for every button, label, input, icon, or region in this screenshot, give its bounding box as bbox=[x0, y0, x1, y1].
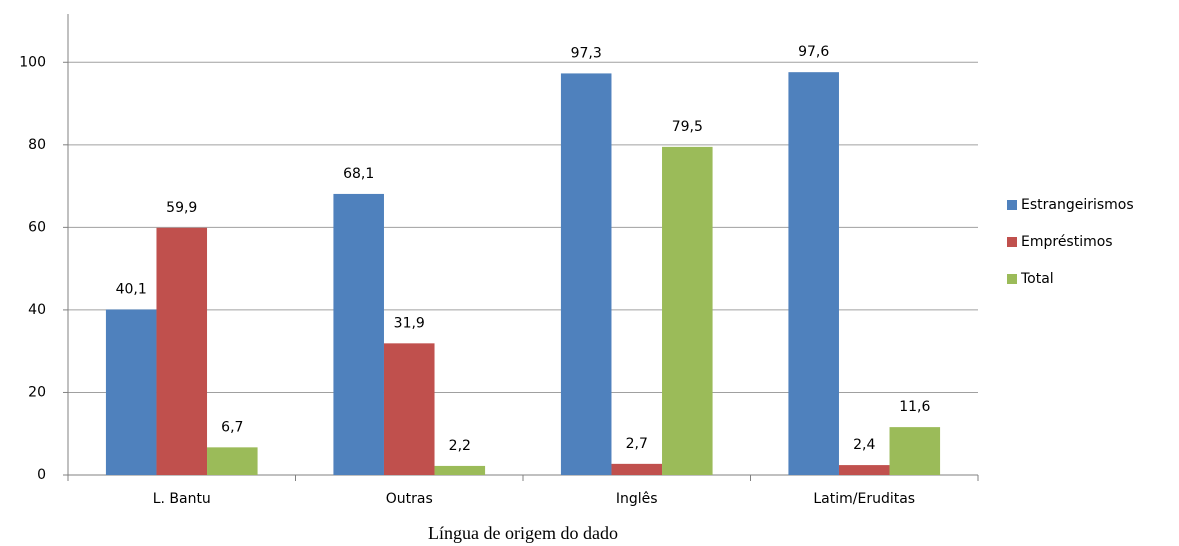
value-label: 6,7 bbox=[221, 419, 243, 435]
bar bbox=[105, 309, 157, 475]
value-label: 59,9 bbox=[166, 200, 197, 216]
value-label: 68,1 bbox=[343, 166, 374, 182]
value-label: 31,9 bbox=[394, 315, 425, 331]
y-tick-label: 80 bbox=[28, 137, 46, 153]
legend-label: Estrangeirismos bbox=[1021, 197, 1134, 213]
bar bbox=[889, 427, 941, 475]
x-tick-label: L. Bantu bbox=[153, 491, 211, 507]
bar bbox=[333, 193, 384, 475]
bar bbox=[662, 146, 713, 475]
x-tick-label: Inglês bbox=[616, 491, 658, 507]
bar bbox=[611, 463, 663, 475]
bar bbox=[383, 343, 435, 475]
x-tick-label: Latim/Eruditas bbox=[813, 491, 915, 507]
value-label: 40,1 bbox=[116, 281, 147, 297]
y-tick-label: 60 bbox=[28, 219, 46, 235]
value-label: 2,4 bbox=[853, 437, 875, 453]
legend-label: Total bbox=[1020, 271, 1054, 287]
value-label: 97,6 bbox=[798, 44, 829, 60]
bar bbox=[207, 447, 258, 475]
legend-swatch bbox=[1007, 200, 1017, 210]
bar bbox=[434, 465, 486, 475]
value-label: 79,5 bbox=[672, 119, 703, 135]
bar bbox=[560, 73, 612, 475]
x-axis-label: Língua de origem do dado bbox=[428, 523, 618, 543]
bar bbox=[156, 227, 208, 475]
bar bbox=[788, 72, 839, 475]
x-tick-label: Outras bbox=[386, 491, 433, 507]
y-tick-label: 40 bbox=[28, 302, 46, 318]
value-label: 11,6 bbox=[899, 399, 930, 415]
y-tick-label: 20 bbox=[28, 384, 46, 400]
legend-swatch bbox=[1007, 274, 1017, 284]
value-label: 97,3 bbox=[571, 45, 602, 61]
value-label: 2,2 bbox=[449, 438, 471, 454]
value-label: 2,7 bbox=[626, 436, 648, 452]
y-tick-label: 0 bbox=[37, 467, 46, 483]
bar bbox=[838, 465, 890, 475]
legend-swatch bbox=[1007, 237, 1017, 247]
legend-label: Empréstimos bbox=[1021, 234, 1113, 250]
y-tick-label: 100 bbox=[19, 54, 46, 70]
